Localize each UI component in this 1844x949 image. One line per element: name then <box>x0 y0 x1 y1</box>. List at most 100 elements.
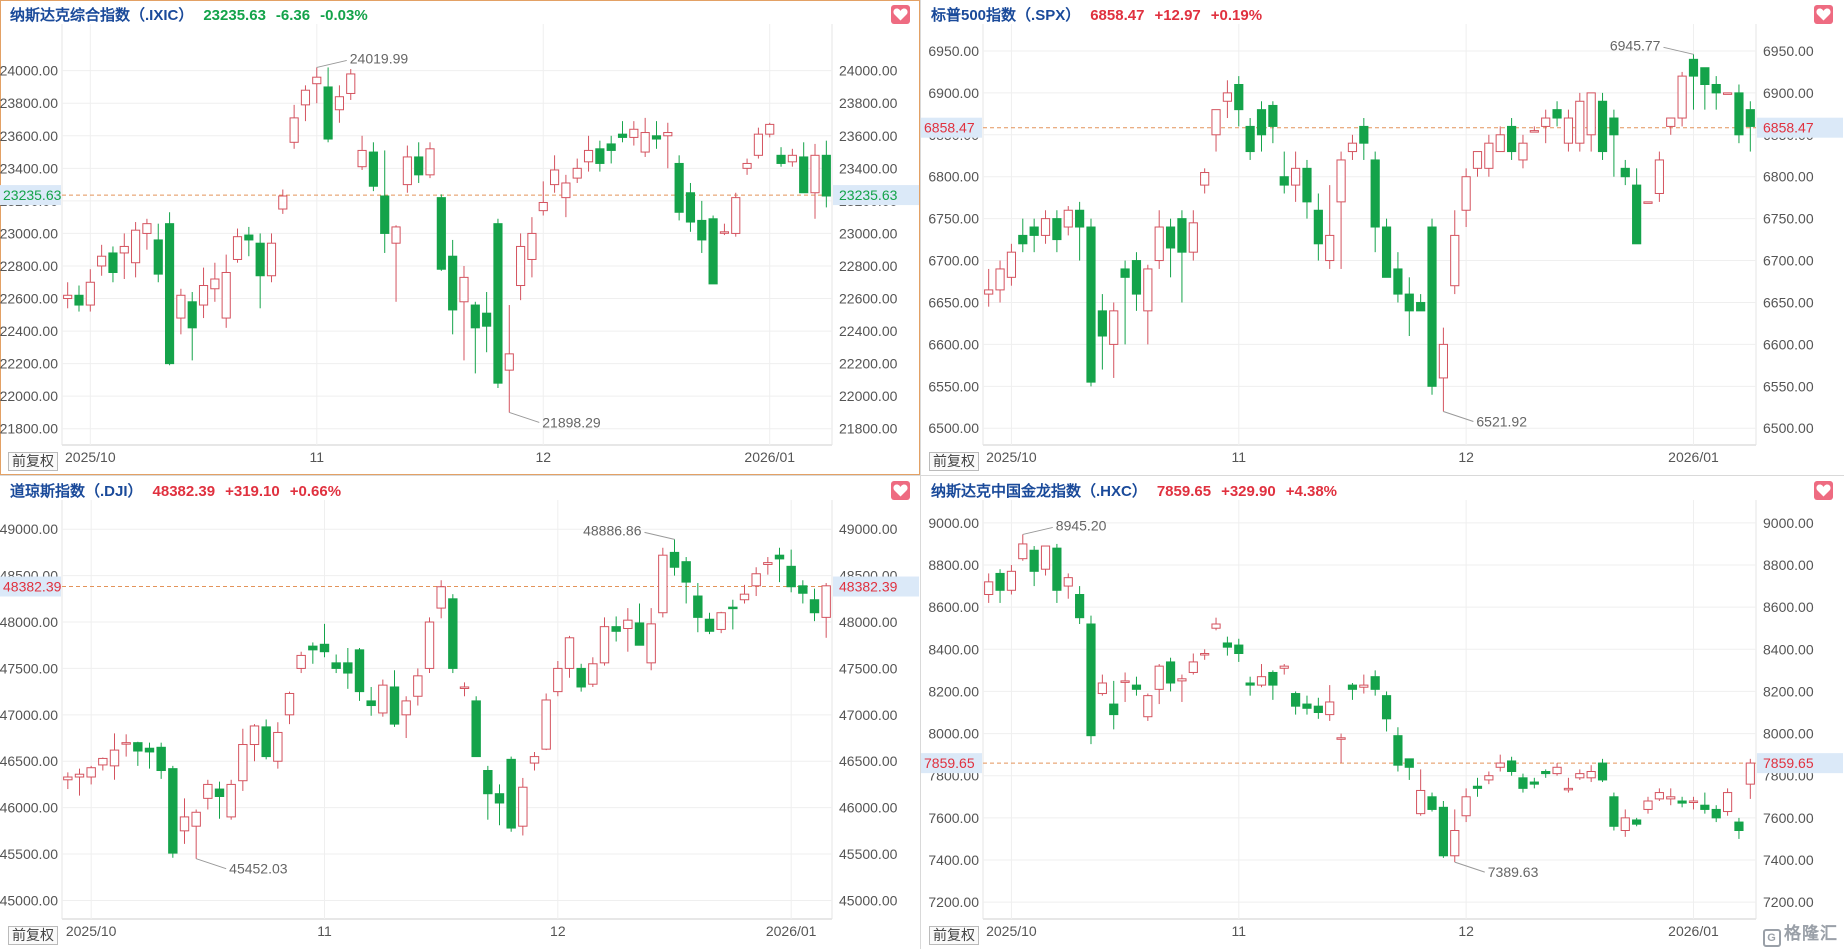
candle[interactable] <box>1461 788 1471 823</box>
candle[interactable] <box>669 539 680 576</box>
candlestick-chart[interactable]: 6500.00 6500.00 6550.00 6550.00 6600.00 6600.… <box>921 0 1844 475</box>
candle[interactable] <box>1302 159 1312 219</box>
candle[interactable] <box>354 647 365 701</box>
candle[interactable] <box>1052 543 1062 603</box>
candle[interactable] <box>1222 636 1232 656</box>
candle[interactable] <box>401 696 411 739</box>
candle[interactable] <box>538 181 548 216</box>
candle[interactable] <box>1165 218 1176 278</box>
candle[interactable] <box>1154 210 1164 269</box>
candle[interactable] <box>583 135 594 172</box>
candle[interactable] <box>312 67 322 104</box>
candle[interactable] <box>1063 206 1073 236</box>
candle[interactable] <box>1620 809 1630 837</box>
candle[interactable] <box>1609 109 1619 177</box>
candle[interactable] <box>1336 733 1346 764</box>
candle[interactable] <box>506 756 516 832</box>
candle[interactable] <box>1086 218 1096 387</box>
candle[interactable] <box>1563 777 1574 793</box>
candle[interactable] <box>742 158 752 175</box>
candle[interactable] <box>1518 773 1528 793</box>
candle[interactable] <box>389 670 400 727</box>
candle[interactable] <box>357 135 367 170</box>
chart-panel-spx[interactable]: 标普500指数（.SPX） 6858.47 +12.97 +0.19% 6500.00… <box>921 0 1844 475</box>
candle[interactable] <box>331 654 341 674</box>
candle[interactable] <box>179 798 190 844</box>
candle[interactable] <box>708 215 718 285</box>
candle[interactable] <box>516 233 526 301</box>
candle[interactable] <box>176 288 186 335</box>
candle[interactable] <box>1370 670 1380 696</box>
candle[interactable] <box>1234 76 1244 127</box>
candle[interactable] <box>319 623 330 658</box>
candle[interactable] <box>651 121 662 149</box>
candle[interactable] <box>527 217 537 278</box>
candle[interactable] <box>1200 168 1210 194</box>
favorite-heart-icon[interactable] <box>1814 5 1833 24</box>
candle[interactable] <box>164 212 175 366</box>
candle[interactable] <box>674 155 684 221</box>
candle[interactable] <box>1325 685 1335 721</box>
candle[interactable] <box>1677 796 1687 808</box>
candle[interactable] <box>232 228 243 263</box>
candle[interactable] <box>799 142 809 194</box>
candle[interactable] <box>1541 109 1551 144</box>
candle[interactable] <box>74 285 84 312</box>
candle[interactable] <box>470 301 480 374</box>
candle[interactable] <box>1313 697 1323 719</box>
candle[interactable] <box>753 127 763 159</box>
candle[interactable] <box>984 268 994 307</box>
candle[interactable] <box>63 772 73 790</box>
candle[interactable] <box>1472 151 1483 177</box>
candle[interactable] <box>494 784 505 826</box>
candle[interactable] <box>541 693 551 751</box>
candle[interactable] <box>798 580 808 604</box>
candle[interactable] <box>436 580 446 619</box>
candle[interactable] <box>266 233 277 283</box>
candle[interactable] <box>1700 67 1710 110</box>
candle[interactable] <box>1518 134 1528 169</box>
candle[interactable] <box>1643 796 1653 814</box>
candle[interactable] <box>588 657 598 687</box>
candle[interactable] <box>995 569 1005 603</box>
candle[interactable] <box>1393 727 1403 772</box>
candle[interactable] <box>108 246 118 283</box>
candle[interactable] <box>1131 252 1142 311</box>
candle[interactable] <box>1313 193 1323 261</box>
candle[interactable] <box>1495 754 1505 772</box>
candle[interactable] <box>634 603 645 646</box>
candle[interactable] <box>1586 92 1596 152</box>
candle[interactable] <box>1154 664 1164 705</box>
favorite-heart-icon[interactable] <box>891 481 910 500</box>
candle[interactable] <box>1291 151 1301 202</box>
candle[interactable] <box>402 145 412 193</box>
candle[interactable] <box>1381 691 1392 732</box>
candle[interactable] <box>1302 695 1312 715</box>
candle[interactable] <box>1597 758 1608 783</box>
candle[interactable] <box>529 751 540 771</box>
candle[interactable] <box>1552 101 1562 127</box>
candle[interactable] <box>296 651 306 674</box>
candle[interactable] <box>606 135 616 164</box>
candle[interactable] <box>1040 210 1051 244</box>
candle[interactable] <box>1597 92 1608 160</box>
candle[interactable] <box>1086 615 1096 745</box>
candle[interactable] <box>1245 118 1255 160</box>
candle[interactable] <box>482 292 492 353</box>
candle[interactable] <box>1109 302 1119 378</box>
candle[interactable] <box>774 547 785 583</box>
candle[interactable] <box>809 588 820 622</box>
candle[interactable] <box>210 262 220 302</box>
candle[interactable] <box>121 734 131 757</box>
candle[interactable] <box>1256 101 1267 152</box>
candle[interactable] <box>518 777 528 836</box>
candle[interactable] <box>719 223 730 236</box>
candle[interactable] <box>1177 210 1187 303</box>
favorite-heart-icon[interactable] <box>891 5 910 24</box>
candle[interactable] <box>187 292 197 361</box>
candle[interactable] <box>346 69 356 100</box>
candle[interactable] <box>1529 126 1539 133</box>
candle[interactable] <box>284 691 295 725</box>
candle[interactable] <box>984 573 994 603</box>
candle[interactable] <box>1268 101 1278 144</box>
